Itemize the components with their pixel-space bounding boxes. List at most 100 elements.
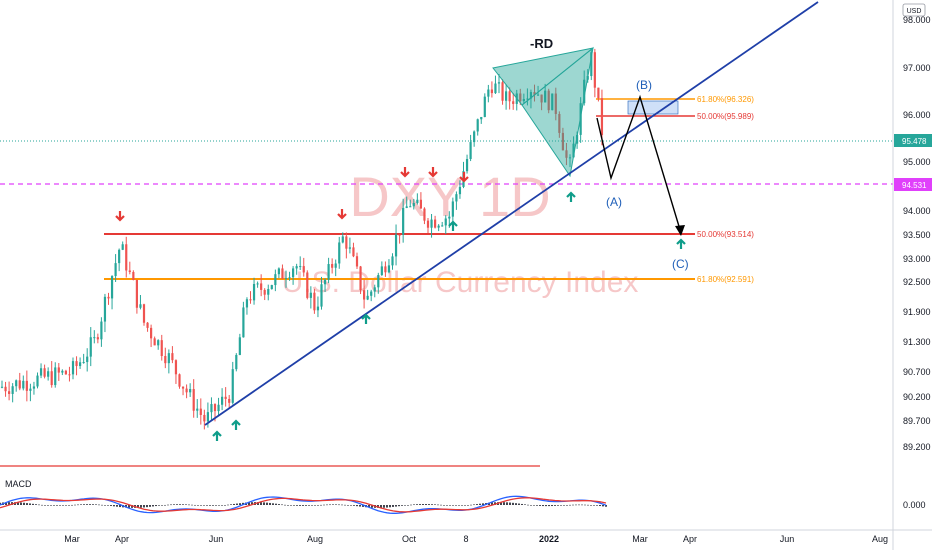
up-arrow-icon xyxy=(566,191,576,202)
macd-histogram-bar xyxy=(443,505,445,506)
candle-body xyxy=(260,283,263,290)
candle-body xyxy=(405,206,408,208)
price-tick: 95.000 xyxy=(903,157,931,167)
candle-body xyxy=(409,206,412,208)
candle-body xyxy=(380,266,383,276)
macd-histogram-bar xyxy=(491,502,493,505)
candle-body xyxy=(458,186,462,195)
time-tick: 8 xyxy=(463,534,468,544)
price-tick: 96.000 xyxy=(903,110,931,120)
candle-body xyxy=(373,287,376,292)
candle-body xyxy=(50,371,53,386)
candle-body xyxy=(217,404,220,412)
macd-histogram-bar xyxy=(203,505,205,506)
candle-body xyxy=(79,362,82,367)
candle-body xyxy=(203,414,206,422)
macd-histogram-bar xyxy=(431,504,433,505)
candle-body xyxy=(465,158,469,172)
down-arrow-icon xyxy=(115,211,125,222)
macd-histogram-bar xyxy=(140,505,142,508)
candle-body xyxy=(270,285,273,290)
candle-body xyxy=(430,219,433,228)
macd-histogram-bar xyxy=(44,505,46,506)
candle-body xyxy=(363,290,366,300)
candle-body xyxy=(355,256,359,267)
candle-body xyxy=(377,275,380,288)
macd-histogram-bar xyxy=(596,505,598,506)
trendline[interactable] xyxy=(204,1,819,426)
macd-histogram-bar xyxy=(185,504,187,506)
macd-histogram-bar xyxy=(326,504,328,506)
macd-histogram-bar xyxy=(80,504,82,505)
time-tick: Apr xyxy=(115,534,129,544)
candle-body xyxy=(593,52,596,88)
watermark: DXY 1D U.S. Dollar Currency Index xyxy=(282,165,639,299)
candle-body xyxy=(590,52,593,77)
candle-body xyxy=(0,386,4,388)
candle-body xyxy=(316,306,320,311)
rd-pattern-lower[interactable] xyxy=(521,46,594,178)
candle-body xyxy=(561,132,564,151)
macd-histogram-bar xyxy=(152,505,154,507)
candle-body xyxy=(185,388,188,393)
macd-histogram-bar xyxy=(182,504,184,505)
price-tick: 93.000 xyxy=(903,254,931,264)
price-tick: 90.200 xyxy=(903,392,931,402)
candle-body xyxy=(178,374,181,387)
projected-path[interactable] xyxy=(596,94,682,234)
candle-body xyxy=(192,389,195,411)
candle-body xyxy=(501,82,504,101)
candle-body xyxy=(263,289,266,295)
candle-body xyxy=(331,264,334,268)
macd-histogram-bar xyxy=(329,504,331,506)
candle-body xyxy=(249,299,252,301)
macd-histogram-bar xyxy=(266,502,268,505)
candle-body xyxy=(412,202,415,207)
candle-body xyxy=(171,353,174,361)
macd-histogram-bar xyxy=(440,504,442,506)
macd-histogram-bar xyxy=(263,502,265,505)
candle-body xyxy=(221,396,224,405)
macd-histogram-bar xyxy=(176,504,178,505)
macd-histogram-bar xyxy=(89,504,91,505)
macd-histogram-bar xyxy=(311,505,313,506)
wave-b-label: (B) xyxy=(636,78,652,92)
macd-histogram-bar xyxy=(170,504,172,506)
candle-body xyxy=(157,340,160,346)
last-price-label: 95.478 xyxy=(902,137,927,146)
macd-histogram-bar xyxy=(512,502,514,505)
macd-histogram-bar xyxy=(467,505,469,506)
candle-body xyxy=(348,247,351,249)
fib-label-618-upper: 61.80%(96.326) xyxy=(697,95,754,104)
macd-histogram-bar xyxy=(218,505,220,506)
up-arrow-icon xyxy=(448,220,458,231)
candle-body xyxy=(455,194,458,202)
macd-signal-line xyxy=(0,497,607,513)
candle-body xyxy=(181,386,185,389)
down-arrow-icon xyxy=(400,167,410,178)
macd-histogram-bar xyxy=(320,504,322,506)
time-tick: Jun xyxy=(780,534,795,544)
candle-body xyxy=(391,256,394,266)
macd-histogram-bar xyxy=(347,505,349,506)
candle-body xyxy=(494,83,497,94)
candle-body xyxy=(103,296,107,322)
macd-histogram-bar xyxy=(401,505,403,506)
candle-body xyxy=(540,94,543,103)
target-zone-box[interactable] xyxy=(627,100,679,115)
macd-histogram-bar xyxy=(65,505,67,506)
macd-histogram-bar xyxy=(104,505,106,506)
currency-badge[interactable] xyxy=(902,3,926,17)
candle-body xyxy=(142,304,146,323)
candle-body xyxy=(153,338,156,346)
candle-body xyxy=(370,291,373,296)
candle-body xyxy=(295,266,298,269)
macd-histogram-bar xyxy=(290,505,292,506)
macd-histogram-bar xyxy=(293,505,295,506)
macd-histogram-bar xyxy=(197,505,199,506)
macd-histogram-bar xyxy=(323,504,325,506)
macd-histogram-bar xyxy=(164,504,166,506)
macd-histogram-bar xyxy=(536,505,538,506)
macd-histogram-bar xyxy=(56,505,58,506)
